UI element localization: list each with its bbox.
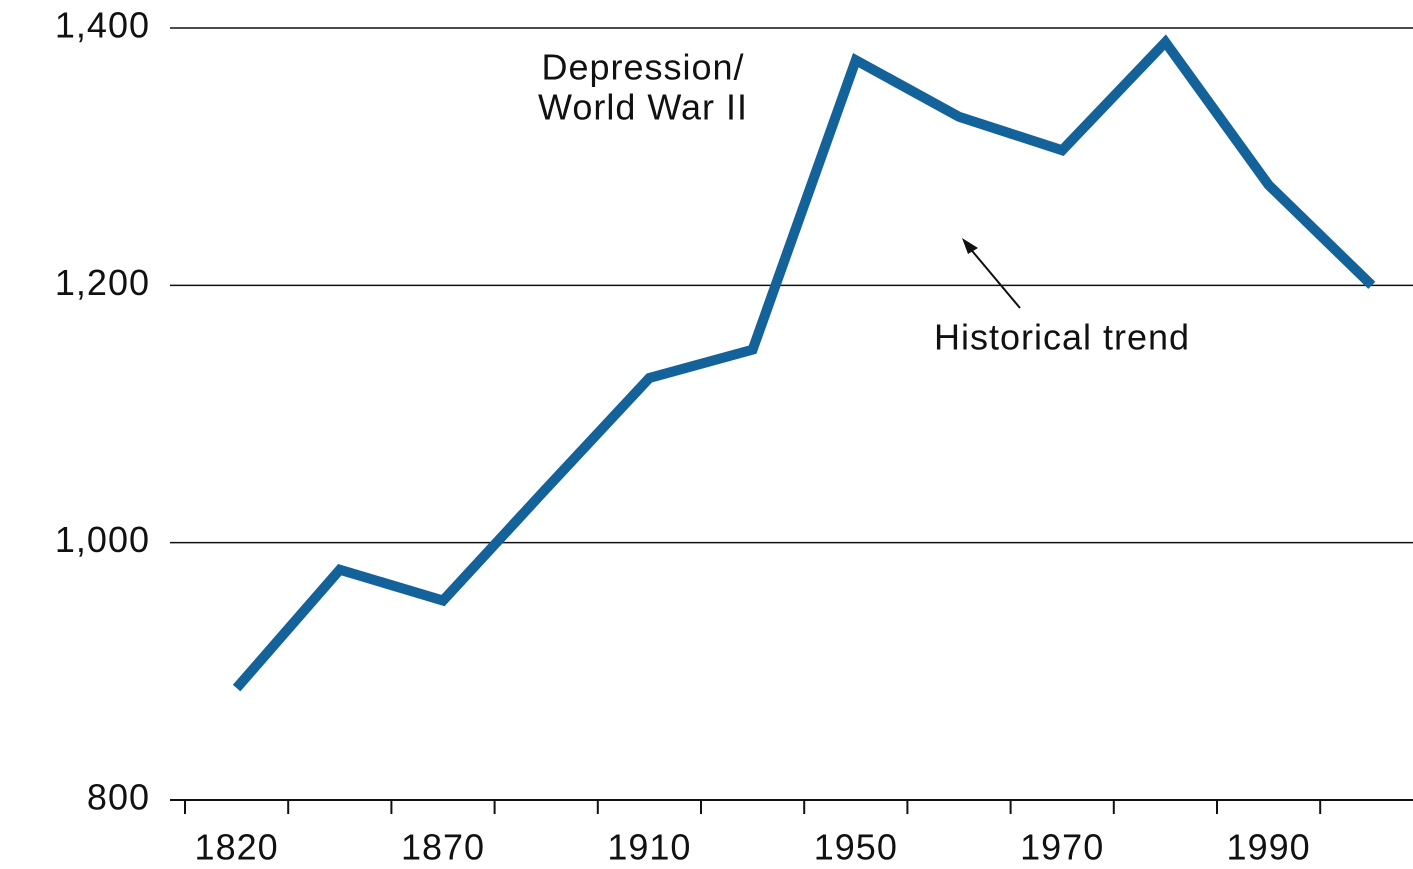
y-tick-label: 800 [87, 777, 150, 818]
x-tick-label: 1910 [607, 827, 691, 868]
x-tick-label: 1870 [401, 827, 485, 868]
y-tick-label: 1,200 [55, 262, 150, 303]
y-tick-label: 1,000 [55, 519, 150, 560]
trend-label: Historical trend [934, 317, 1190, 358]
x-tick-label: 1970 [1020, 827, 1104, 868]
annotation: Depression/ [541, 47, 744, 88]
x-tick-label: 1820 [195, 827, 279, 868]
y-tick-label: 1,400 [55, 5, 150, 46]
arrow-head [962, 238, 978, 254]
data-line [232, 34, 1376, 692]
arrow [967, 245, 1021, 309]
x-tick-label: 1950 [814, 827, 898, 868]
annotation: World War II [538, 87, 748, 128]
x-tick-label: 1990 [1227, 827, 1311, 868]
